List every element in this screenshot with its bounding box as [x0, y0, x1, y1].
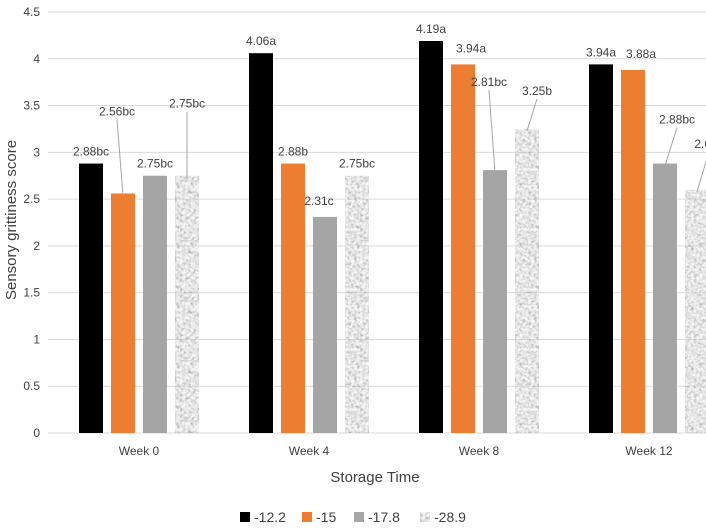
data-label: 2.56bc [99, 104, 135, 118]
bar [451, 64, 475, 433]
bar [621, 70, 645, 433]
data-label: 3.94a [456, 41, 486, 55]
leader-line [488, 90, 496, 173]
x-axis-label: Storage Time [330, 469, 419, 486]
bar [175, 175, 199, 433]
legend-label: -17.8 [368, 509, 400, 525]
y-tick-label: 1.5 [23, 286, 40, 300]
data-label: 2.88b [278, 145, 308, 159]
bar [281, 163, 305, 433]
data-label: 2.75bc [137, 157, 173, 171]
data-label: 2.75bc [169, 97, 205, 111]
y-axis-label: Sensory grittiness score [3, 140, 20, 300]
data-label: 2.88bc [659, 113, 695, 127]
leader-line [696, 160, 706, 192]
bar [589, 64, 613, 433]
bar [419, 41, 443, 433]
data-label: 4.19a [416, 22, 446, 36]
data-label: 2.81bc [471, 75, 507, 89]
leader-line [116, 119, 124, 196]
data-label: 4.06a [246, 34, 276, 48]
leader-line [664, 127, 678, 166]
bar [515, 128, 539, 433]
bar [79, 163, 103, 433]
x-tick-label: Week 4 [289, 444, 330, 458]
y-tick-label: 1 [33, 332, 40, 346]
bar [249, 53, 273, 434]
legend-label: -12.2 [254, 509, 286, 525]
y-tick-label: 3 [33, 145, 40, 159]
bar [483, 170, 507, 433]
data-label: 3.88a [626, 47, 656, 61]
x-tick-label: Week 12 [625, 444, 672, 458]
data-label: 2.88bc [73, 145, 109, 159]
bar [143, 175, 167, 433]
legend-swatch [354, 512, 364, 522]
y-tick-label: 0 [33, 426, 40, 440]
legend-label: -15 [316, 509, 336, 525]
y-tick-label: 3.5 [23, 99, 40, 113]
data-label: 2.31c [304, 194, 333, 208]
data-label: 3.94a [586, 45, 616, 59]
bar [653, 163, 677, 433]
y-tick-label: 2 [33, 239, 40, 253]
legend-swatch [420, 512, 430, 522]
bar [685, 189, 706, 433]
legend-swatch [240, 512, 250, 522]
data-label: 2.75bc [339, 157, 375, 171]
y-tick-label: 4.5 [23, 5, 40, 19]
data-label: 2.6bc [694, 137, 706, 151]
bar [313, 216, 337, 433]
data-label: 3.25b [522, 84, 552, 98]
bar [345, 175, 369, 433]
y-tick-label: 0.5 [23, 379, 40, 393]
y-tick-label: 4 [33, 52, 40, 66]
x-tick-label: Week 8 [459, 444, 500, 458]
leader-line [526, 98, 538, 132]
x-tick-label: Week 0 [119, 444, 160, 458]
bar [111, 193, 135, 433]
legend-swatch [302, 512, 312, 522]
y-tick-label: 2.5 [23, 192, 40, 206]
legend-label: -28.9 [434, 509, 466, 525]
